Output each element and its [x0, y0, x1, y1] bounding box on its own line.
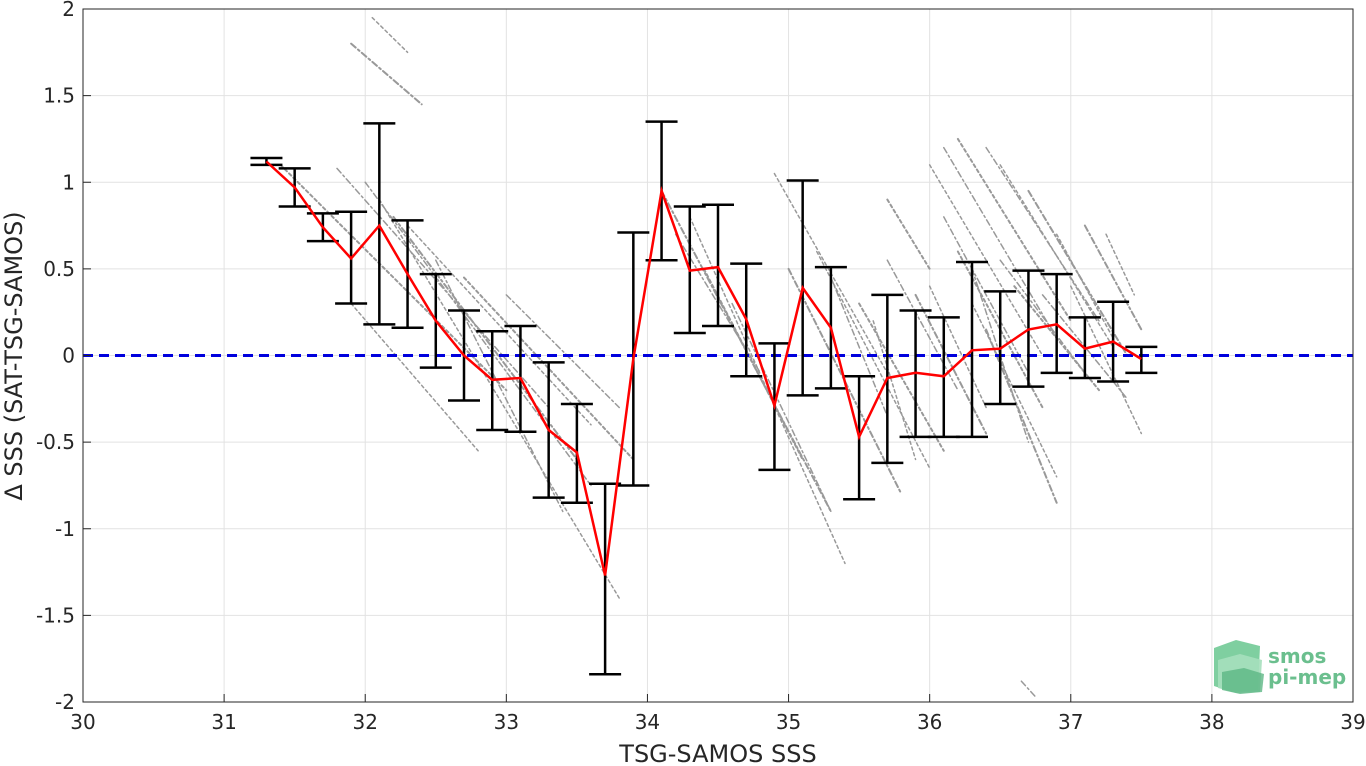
- scatter-point-trail: [858, 302, 945, 452]
- scatter-point-trail: [985, 328, 1058, 504]
- scatter-point-trail: [1070, 285, 1143, 435]
- x-tick-label: 31: [211, 710, 236, 734]
- logo-text-line1: smos: [1268, 644, 1326, 668]
- x-axis-ticks: 30 31 32 33 34 35 36 37 38 39: [70, 694, 1366, 734]
- y-axis-ticks: -2 -1.5 -1 -0.5 0 0.5 1 1.5 2: [36, 0, 91, 714]
- error-bar: [589, 482, 622, 676]
- error-bar: [1125, 345, 1158, 375]
- mean-line: [265, 160, 1142, 576]
- scatter-point-trail: [1105, 233, 1136, 296]
- scatter-point-trail: [971, 268, 1030, 443]
- y-tick-label: -1.5: [36, 603, 75, 627]
- x-tick-label: 32: [352, 710, 377, 734]
- logo-text-line2: pi-mep: [1268, 665, 1346, 689]
- y-tick-label: -1: [55, 517, 75, 541]
- scatter-point-trail: [505, 294, 620, 409]
- scatter-point-trail: [914, 293, 988, 435]
- scatter-point-trail: [350, 302, 479, 452]
- scatter-point-trail: [336, 167, 550, 409]
- y-tick-label: -2: [55, 690, 75, 714]
- scatter-point-trail: [702, 267, 804, 461]
- scatter-point-trail: [830, 276, 889, 417]
- x-tick-label: 36: [917, 710, 942, 734]
- scatter-point-trail: [928, 285, 987, 409]
- scatter-point-trail: [971, 302, 1058, 478]
- scatter-point-trail: [406, 224, 592, 426]
- scatter-point-trail: [1055, 233, 1114, 339]
- scatter-point-trail: [886, 198, 931, 270]
- smos-pimep-logo: smos pi-mep: [1214, 640, 1346, 694]
- y-tick-label: 1.5: [43, 84, 75, 108]
- x-axis-title: TSG-SAMOS SSS: [618, 740, 816, 766]
- scatter-point-trail: [1083, 224, 1143, 331]
- y-tick-label: -0.5: [36, 430, 75, 454]
- x-tick-label: 33: [494, 710, 519, 734]
- grid: [83, 9, 1353, 702]
- scatter-point-trail: [1020, 680, 1037, 698]
- scatter-point-trail: [392, 215, 578, 461]
- scatter-point-trail: [350, 42, 423, 106]
- y-tick-label: 0.5: [43, 257, 75, 281]
- scatter-point-trail: [279, 163, 508, 392]
- scatter-point-trail: [816, 250, 931, 469]
- scatter-point-trail: [999, 164, 1114, 348]
- x-tick-label: 30: [70, 710, 95, 734]
- scatter-point-trail: [371, 16, 409, 54]
- scatter-point-trail: [999, 259, 1086, 374]
- scatter-point-trail: [956, 137, 1072, 322]
- y-tick-label: 1: [62, 170, 75, 194]
- scatter-point-trail: [886, 259, 959, 391]
- scatter-point-trail: [435, 259, 564, 513]
- x-tick-label: 38: [1199, 710, 1224, 734]
- scatter-point-trail: [731, 302, 832, 513]
- y-tick-label: 2: [62, 0, 75, 21]
- x-tick-label: 34: [635, 710, 660, 734]
- error-bar: [702, 203, 734, 328]
- scatter-point-trail: [378, 198, 620, 599]
- y-tick-label: 0: [62, 344, 75, 368]
- x-tick-label: 39: [1340, 710, 1365, 734]
- x-tick-label: 37: [1058, 710, 1083, 734]
- scatter-point-trail: [463, 276, 635, 461]
- scatter-point-trail: [689, 216, 846, 565]
- scatter-point-trail: [943, 146, 1058, 339]
- scatter-point-trail: [928, 164, 1044, 357]
- scatter-point-trail: [943, 216, 1030, 374]
- y-axis-title: Δ SSS (SAT-TSG-SAMOS): [0, 211, 28, 500]
- logo-mark-icon: [1214, 640, 1264, 694]
- x-tick-label: 35: [776, 710, 801, 734]
